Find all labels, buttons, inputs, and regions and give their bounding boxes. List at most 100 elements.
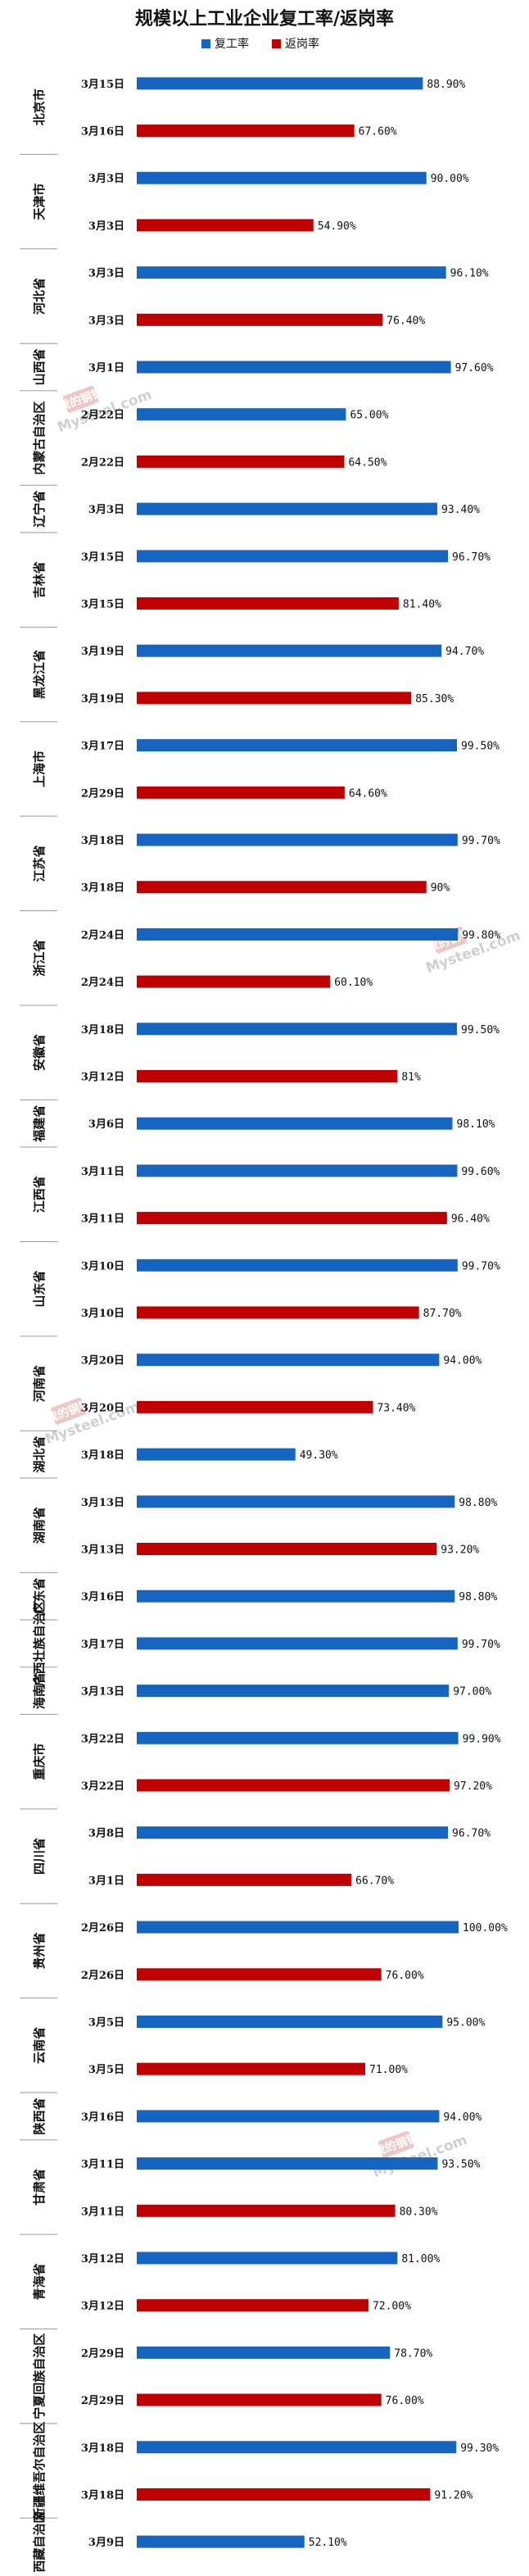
bar-reopen: [137, 1354, 440, 1367]
bar-value-label: 54.90%: [318, 220, 356, 233]
region-label: 新疆维吾尔自治区: [32, 2422, 47, 2520]
bar-return: [137, 2204, 396, 2217]
row-date-label: 3月19日: [81, 693, 124, 705]
bar-reopen: [137, 502, 438, 515]
bar-value-label: 98.10%: [457, 1118, 495, 1131]
bar-series: 3月15日 88.90% 3月16日 67.60% 3月3日 90.00% 3月3日 54.9…: [81, 77, 508, 2549]
bar-return: [137, 881, 427, 894]
bar-reopen: [137, 1826, 449, 1839]
bar-reopen: [137, 171, 427, 184]
legend-swatch-reopen: [201, 39, 210, 48]
region-label: 浙江省: [32, 940, 47, 977]
row-date-label: 3月3日: [88, 315, 124, 327]
legend-label-return: 返岗率: [285, 37, 319, 51]
region-separators: [20, 153, 57, 2519]
bar-value-label: 60.10%: [334, 977, 373, 989]
bar-value-label: 99.90%: [463, 1733, 501, 1745]
bar-value-label: 81.40%: [403, 599, 441, 611]
row-date-label: 3月5日: [88, 2016, 124, 2029]
row-date-label: 3月3日: [88, 504, 124, 516]
region-label: 甘肃省: [32, 2169, 47, 2206]
row-date-label: 3月17日: [81, 741, 124, 753]
bar-reopen: [137, 1685, 450, 1698]
row-date-label: 3月13日: [81, 1497, 124, 1509]
row-date-label: 3月22日: [81, 1780, 124, 1793]
row-date-label: 3月15日: [81, 599, 124, 611]
row-date-label: 3月13日: [81, 1544, 124, 1556]
bar-reopen: [137, 1495, 455, 1508]
bar-reopen: [137, 644, 442, 657]
region-labels: 北京市天津市河北省山西省内蒙古自治区辽宁省吉林省黑龙江省上海市江苏省浙江省安徽省…: [32, 88, 47, 2572]
bar-reopen: [137, 1921, 459, 1934]
bar-return: [137, 692, 412, 705]
region-label: 江苏省: [32, 845, 47, 882]
bar-value-label: 97.60%: [455, 362, 494, 374]
bar-value-label: 99.50%: [461, 741, 500, 753]
bar-reopen: [137, 550, 449, 563]
row-date-label: 3月11日: [81, 2206, 124, 2218]
bar-return: [137, 1212, 447, 1225]
bar-reopen: [137, 77, 423, 90]
region-label: 云南省: [32, 2027, 47, 2064]
bar-return: [137, 2062, 366, 2075]
bar-return: [137, 125, 355, 138]
bar-value-label: 64.60%: [349, 787, 387, 800]
row-date-label: 3月18日: [81, 2489, 124, 2501]
bar-reopen: [137, 1590, 455, 1603]
watermarks: 我的钢铁Mysteel.com我的钢铁Mysteel.com我的钢铁Mystee…: [43, 385, 523, 2181]
bar-return: [137, 2488, 431, 2501]
bar-value-label: 81.00%: [401, 2253, 440, 2265]
bar-return: [137, 313, 383, 326]
row-date-label: 3月17日: [81, 1639, 124, 1651]
bar-reopen: [137, 1259, 458, 1272]
bar-value-label: 65.00%: [350, 410, 388, 422]
bar-value-label: 98.80%: [459, 1497, 497, 1509]
row-date-label: 3月13日: [81, 1686, 124, 1698]
bar-value-label: 94.00%: [443, 2111, 482, 2124]
row-date-label: 3月15日: [81, 79, 124, 91]
row-date-label: 3月1日: [88, 1875, 124, 1887]
bar-value-label: 67.60%: [359, 126, 397, 138]
row-date-label: 2月29日: [81, 2395, 124, 2407]
bar-value-label: 71.00%: [369, 2064, 408, 2076]
bar-value-label: 99.30%: [460, 2442, 499, 2455]
bar-value-label: 95.00%: [446, 2016, 485, 2029]
bar-return: [137, 1779, 450, 1792]
bar-return: [137, 1306, 419, 1319]
row-date-label: 3月18日: [81, 1024, 124, 1036]
row-date-label: 2月29日: [81, 787, 124, 800]
bar-value-label: 90%: [431, 882, 450, 895]
row-date-label: 3月12日: [81, 1072, 124, 1084]
region-label: 上海市: [32, 751, 47, 787]
region-label: 天津市: [32, 184, 47, 220]
bar-return: [137, 975, 331, 988]
row-date-label: 2月26日: [81, 1970, 124, 1982]
bar-reopen: [137, 2015, 443, 2028]
bar-return: [137, 1400, 373, 1413]
row-date-label: 2月24日: [81, 929, 124, 941]
row-date-label: 3月6日: [88, 1118, 124, 1131]
bar-reopen: [137, 927, 459, 941]
region-label: 陕西省: [32, 2098, 47, 2134]
region-label: 西藏自治区: [32, 2511, 47, 2573]
bar-value-label: 64.50%: [348, 456, 387, 469]
row-date-label: 2月29日: [81, 2347, 124, 2360]
bar-value-label: 99.60%: [461, 1166, 500, 1178]
bar-value-label: 91.20%: [434, 2489, 472, 2501]
region-label: 山西省: [32, 349, 47, 386]
region-label: 内蒙古自治区: [32, 401, 47, 475]
bar-value-label: 99.80%: [462, 929, 500, 941]
bar-value-label: 49.30%: [300, 1449, 338, 1462]
bar-reopen: [137, 833, 458, 846]
bar-value-label: 96.10%: [450, 268, 489, 280]
bar-value-label: 96.40%: [451, 1213, 490, 1226]
bar-reopen: [137, 361, 451, 374]
bar-reopen: [137, 739, 458, 752]
bar-reopen: [137, 2535, 305, 2548]
bar-reopen: [137, 1731, 459, 1744]
row-date-label: 3月16日: [81, 2111, 124, 2124]
bar-value-label: 97.00%: [453, 1686, 491, 1698]
bar-value-label: 76.00%: [386, 1970, 424, 1982]
row-date-label: 3月10日: [81, 1260, 124, 1272]
row-date-label: 3月12日: [81, 2301, 124, 2313]
